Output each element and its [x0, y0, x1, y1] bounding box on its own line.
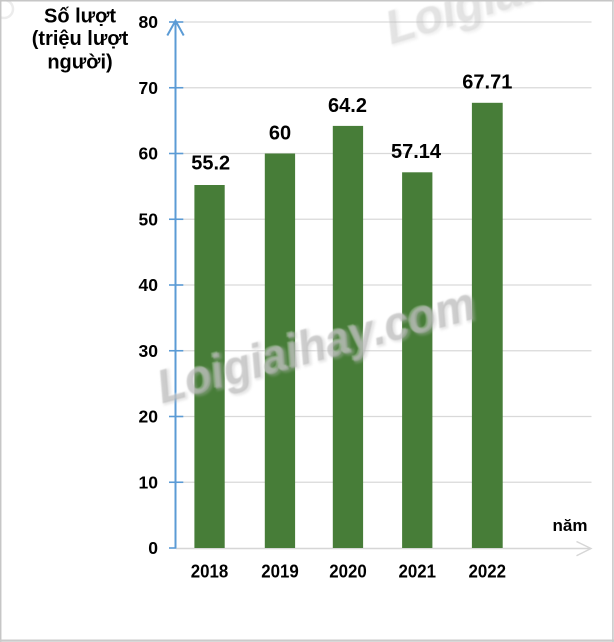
svg-text:50: 50 [139, 209, 159, 229]
svg-text:2022: 2022 [469, 562, 507, 582]
svg-text:10: 10 [139, 472, 159, 492]
svg-text:Số lượt: Số lượt [44, 6, 116, 28]
svg-text:70: 70 [139, 78, 159, 98]
svg-text:2019: 2019 [261, 562, 299, 582]
svg-text:67.71: 67.71 [462, 72, 512, 94]
svg-text:60: 60 [139, 144, 159, 164]
svg-text:năm: năm [553, 516, 588, 535]
svg-text:30: 30 [139, 341, 159, 361]
svg-text:40: 40 [139, 275, 159, 295]
svg-text:2021: 2021 [399, 562, 437, 582]
svg-text:20: 20 [139, 407, 159, 427]
svg-text:80: 80 [139, 12, 159, 32]
svg-text:55.2: 55.2 [191, 153, 230, 175]
svg-text:(triệu lượt: (triệu lượt [32, 28, 129, 50]
svg-text:60: 60 [269, 123, 291, 145]
svg-text:người): người) [47, 52, 112, 74]
svg-text:57.14: 57.14 [391, 141, 442, 163]
svg-text:2020: 2020 [329, 562, 367, 582]
svg-text:64.2: 64.2 [328, 95, 367, 117]
svg-text:2018: 2018 [191, 562, 229, 582]
svg-text:0: 0 [148, 538, 158, 558]
